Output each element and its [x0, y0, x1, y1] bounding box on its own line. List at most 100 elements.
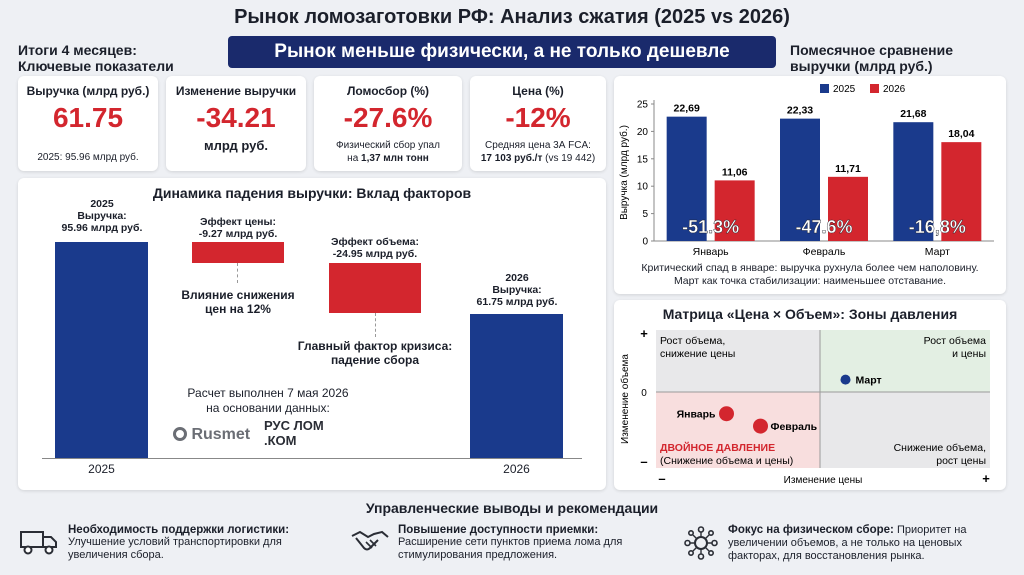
recommendation-item: Повышение доступности приемки: Расширени…: [350, 522, 680, 572]
matrix-point: [719, 406, 734, 422]
y-tick-label: 15: [637, 154, 649, 165]
quadrant-bottom-left: [656, 392, 820, 468]
matrix-point-label: Январь: [677, 409, 716, 421]
truck-icon: [20, 531, 57, 555]
x-label-2026: 2026: [503, 462, 530, 476]
waterfall-title: Динамика падения выручки: Вклад факторов: [152, 185, 472, 201]
kpi-value: -27.6%: [343, 102, 433, 133]
kpi-sub-line1: Средняя цена 3А FCA:: [485, 140, 591, 151]
kpi-card-price: Цена (%) -12% Средняя цена 3А FCA: 17 10…: [470, 76, 606, 171]
quadrant-label-double-pressure: ДВОЙНОЕ ДАВЛЕНИЕ: [660, 441, 775, 454]
kpi-unit: млрд руб.: [204, 138, 268, 153]
matrix-title: Матрица «Цена × Объем»: Зоны давления: [662, 306, 958, 322]
category-label: Март: [925, 246, 950, 258]
bar-2026-label: 2026 Выручка: 61.75 млрд руб.: [476, 272, 558, 308]
rusmet-logo: Rusmet: [173, 426, 259, 448]
change-label: -16,8%: [909, 217, 966, 237]
matrix-point: [753, 418, 768, 434]
kpi-card-revenue-change: Изменение выручки -34.21 млрд руб.: [166, 76, 306, 171]
bar-volume-effect: [329, 263, 421, 313]
value-label-2026: 11,06: [722, 166, 748, 178]
page-title: Рынок ломозаготовки РФ: Анализ сжатия (2…: [234, 6, 790, 28]
y-axis-label: Выручка (млрд руб.): [618, 125, 630, 220]
change-label: -47.6%: [795, 217, 852, 237]
category-label: Февраль: [803, 246, 846, 258]
price-note: Влияние снижения цен на 12%: [181, 288, 295, 316]
y-plus-mark: +: [640, 326, 648, 341]
volume-effect-label: Эффект объема: -24.95 млрд руб.: [331, 236, 419, 260]
recommendation-title: Повышение доступности приемки:: [398, 524, 599, 536]
recommendation-title: Необходимость поддержки логистики:: [68, 524, 290, 536]
connector-line: [375, 313, 376, 337]
monthly-heading: Помесячное сравнение выручки (млрд руб.): [790, 42, 953, 74]
recommendation-text: Фокус на физическом сборе: Приоритет на …: [728, 524, 967, 562]
calc-note: Расчет выполнен 7 мая 2026 на основании …: [187, 386, 349, 415]
x-axis: [42, 458, 582, 459]
recommendation-text: Улучшение условий транспортировки для ув…: [68, 536, 282, 561]
recommendation-title: Фокус на физическом сборе:: [728, 524, 894, 536]
connector-line: [237, 263, 238, 283]
x-label-2025: 2025: [88, 462, 115, 476]
kpi-sub: 2025: 95.96 млрд руб.: [37, 152, 139, 163]
kpi-label: Ломосбор (%): [346, 84, 430, 98]
bar-2025-label: 2025 Выручка: 95.96 млрд руб.: [61, 198, 143, 234]
y-tick-label: 20: [637, 127, 649, 138]
monthly-notes: Критический спад в январе: выручка рухну…: [641, 262, 979, 287]
matrix-chart: Изменение объема Изменение цены + – 0 – + Рост …: [619, 326, 990, 486]
bar-2025: [780, 118, 820, 241]
kpi-value: -34.21: [196, 102, 276, 133]
recommendation-item: Фокус на физическом сборе: Приоритет на …: [684, 522, 1006, 572]
ruslom-logo: РУС ЛОМ .КОМ: [264, 418, 324, 448]
kpi-label: Изменение выручки: [175, 84, 297, 98]
kpi-value: 61.75: [52, 102, 124, 133]
change-label: -51.3%: [682, 217, 739, 237]
kpi-heading: Итоги 4 месяцев: Ключевые показатели: [18, 42, 174, 74]
y-tick-label: 0: [642, 237, 648, 248]
legend-swatch-2026: [870, 84, 879, 93]
value-label-2025: 22,69: [674, 103, 700, 115]
x-minus-mark: –: [658, 471, 665, 486]
kpi-card-revenue: Выручка (млрд руб.) 61.75 2025: 95.96 мл…: [18, 76, 158, 171]
volume-note: Главный фактор кризиса: падение сбора: [297, 339, 453, 367]
quadrant-label: снижение цены: [660, 348, 735, 360]
y-tick-label: 5: [642, 209, 648, 220]
matrix-point: [840, 374, 851, 385]
recommendation-text: Расширение сети пунктов приема лома для …: [398, 536, 623, 561]
y-tick-label: 25: [637, 100, 649, 111]
x-plus-mark: +: [982, 471, 990, 486]
network-icon: [684, 526, 718, 560]
kpi-sub-line1: Физический сбор упал: [336, 140, 440, 151]
bar-2025: [666, 116, 707, 241]
matrix-card: Матрица «Цена × Объем»: Зоны давления Из…: [614, 300, 1006, 490]
bar-2025: [55, 242, 148, 458]
quadrant-label: Рост объема,: [660, 335, 725, 347]
kpi-label: Цена (%): [512, 84, 564, 98]
legend-swatch-2025: [820, 84, 829, 93]
waterfall-card: Динамика падения выручки: Вклад факторов…: [18, 178, 606, 490]
legend-label-2025: 2025: [833, 84, 856, 95]
quadrant-bottom-right: [820, 392, 990, 468]
quadrant-label: Рост объема: [924, 335, 986, 347]
monthly-chart-card: 2025 2026 Выручка (млрд руб.) 0 5 10 15 20 25 22,…: [614, 76, 1006, 294]
quadrant-label: Снижение объема,: [894, 442, 986, 454]
headline-banner: Рынок меньше физически, а не только деше…: [228, 36, 776, 68]
handshake-icon: [351, 530, 389, 551]
bar-2026: [470, 314, 563, 458]
bar-price-effect: [192, 242, 284, 263]
legend-label-2026: 2026: [883, 84, 906, 95]
bar-2025: [893, 122, 934, 241]
price-effect-label: Эффект цены: -9.27 млрд руб.: [198, 216, 278, 240]
quadrant-label: (Снижение объема и цены): [660, 455, 793, 467]
bar-2026: [828, 176, 868, 241]
kpi-sub-line2: 17 103 руб./т (vs 19 442): [480, 153, 596, 164]
matrix-point-label: Февраль: [771, 421, 818, 433]
y-zero-mark: 0: [641, 388, 647, 399]
quadrant-top-left: [656, 330, 820, 392]
kpi-card-collection: Ломосбор (%) -27.6% Физический сбор упал…: [314, 76, 462, 171]
matrix-point-label: Март: [856, 375, 882, 387]
value-label-2026: 18,04: [948, 128, 974, 140]
kpi-label: Выручка (млрд руб.): [26, 84, 150, 98]
recommendation-item: Необходимость поддержки логистики: Улучш…: [18, 522, 338, 572]
y-tick-label: 10: [637, 182, 649, 193]
